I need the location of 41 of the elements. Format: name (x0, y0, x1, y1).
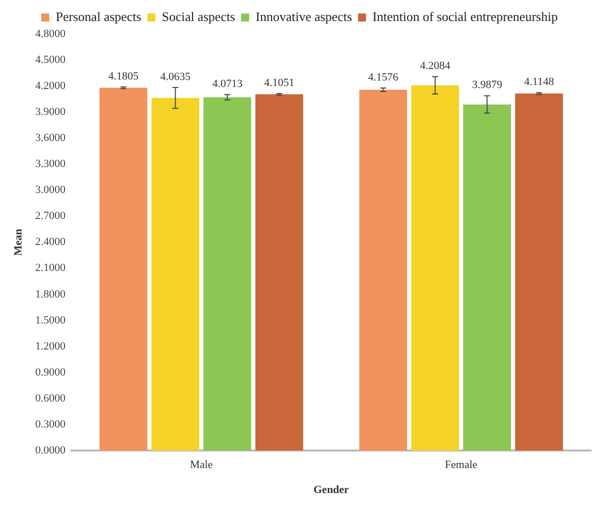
legend-label: Personal aspects (56, 8, 142, 24)
data-label: 3.9879 (472, 79, 503, 92)
data-label: 4.1805 (108, 70, 140, 82)
data-label: 4.2084 (420, 60, 451, 72)
y-tick-label: 2.4000 (35, 236, 66, 248)
bar (515, 93, 563, 451)
y-tick-label: 0.9000 (35, 366, 66, 378)
bar (255, 94, 304, 451)
x-axis-title: Gender (314, 484, 350, 496)
x-tick-label: Male (190, 459, 213, 472)
y-tick-label: 0.3000 (35, 418, 66, 430)
y-tick-label: 4.8000 (35, 28, 66, 40)
y-tick-label: 2.7000 (35, 210, 66, 222)
y-tick-label: 4.2000 (35, 80, 66, 92)
y-tick-label: 1.5000 (35, 314, 66, 326)
data-label: 4.0635 (160, 70, 191, 83)
bar (359, 90, 408, 451)
y-tick-label: 1.8000 (35, 288, 66, 300)
y-tick-label: 4.5000 (35, 54, 66, 66)
data-label: 4.0713 (212, 78, 243, 90)
bar (203, 97, 252, 451)
bar (100, 88, 148, 451)
y-tick-label: 3.3000 (35, 158, 66, 170)
y-tick-label: 3.6000 (35, 132, 66, 144)
data-label: 4.1148 (524, 76, 554, 88)
bar (151, 98, 200, 451)
legend-label: Innovative aspects (256, 8, 352, 24)
bar (463, 104, 511, 451)
y-tick-label: 3.9000 (35, 106, 66, 118)
data-label: 4.1576 (368, 71, 399, 84)
data-label: 4.1051 (264, 76, 294, 89)
legend-label: Social aspects (162, 8, 236, 24)
y-tick-label: 0.6000 (35, 392, 66, 404)
y-tick-label: 3.0000 (35, 184, 66, 196)
y-tick-label: 1.2000 (35, 340, 66, 352)
y-tick-label: 0.0000 (35, 444, 66, 456)
legend-label: Intention of social entrepreneurship (372, 8, 558, 24)
bar (411, 85, 460, 451)
y-axis-title: Mean (12, 228, 24, 256)
y-tick-label: 2.1000 (35, 262, 66, 274)
x-tick-label: Female (444, 459, 478, 472)
